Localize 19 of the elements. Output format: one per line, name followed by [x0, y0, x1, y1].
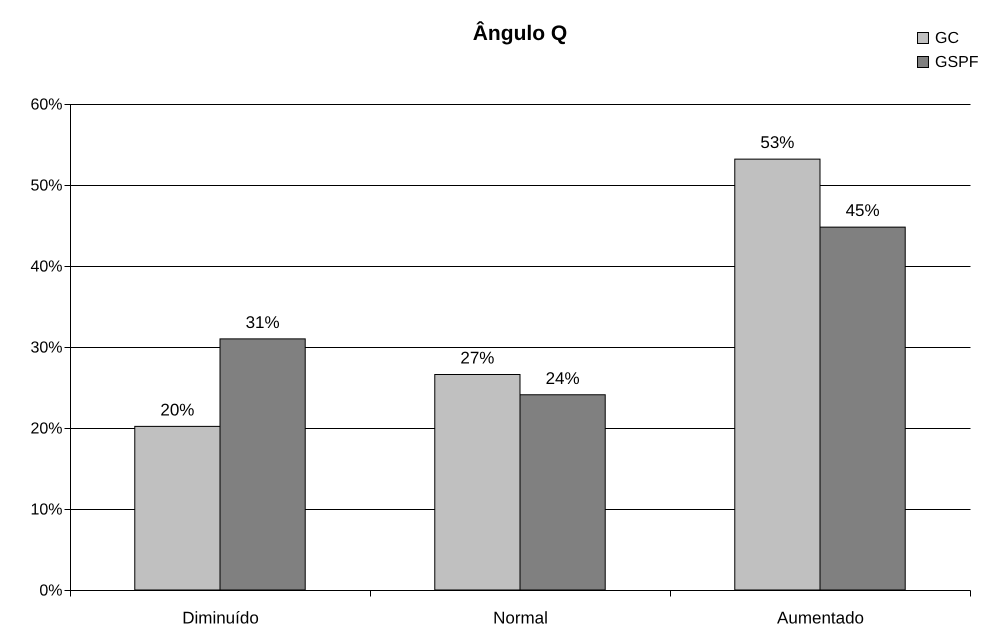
data-label: 24%	[546, 368, 580, 388]
data-label: 20%	[160, 400, 194, 420]
legend-label: GSPF	[935, 54, 979, 71]
x-tick-label: Normal	[493, 608, 548, 628]
data-label: 53%	[760, 133, 794, 152]
y-tick-label: 20%	[30, 420, 62, 438]
x-tick-label: Diminuído	[182, 608, 259, 628]
chart-title: Ângulo Q	[472, 21, 568, 45]
y-tick-label: 40%	[30, 258, 62, 276]
data-label: 27%	[460, 348, 494, 368]
data-label: 45%	[846, 201, 880, 220]
data-label: 31%	[246, 312, 280, 332]
y-tick-label: 50%	[30, 178, 62, 194]
y-tick-label: 60%	[30, 96, 62, 114]
y-tick-label: 0%	[39, 582, 62, 600]
legend-label: GC	[935, 30, 959, 47]
y-tick-label: 10%	[30, 502, 62, 518]
x-tick-label: Aumentado	[777, 608, 864, 628]
y-tick-label: 30%	[30, 340, 62, 356]
